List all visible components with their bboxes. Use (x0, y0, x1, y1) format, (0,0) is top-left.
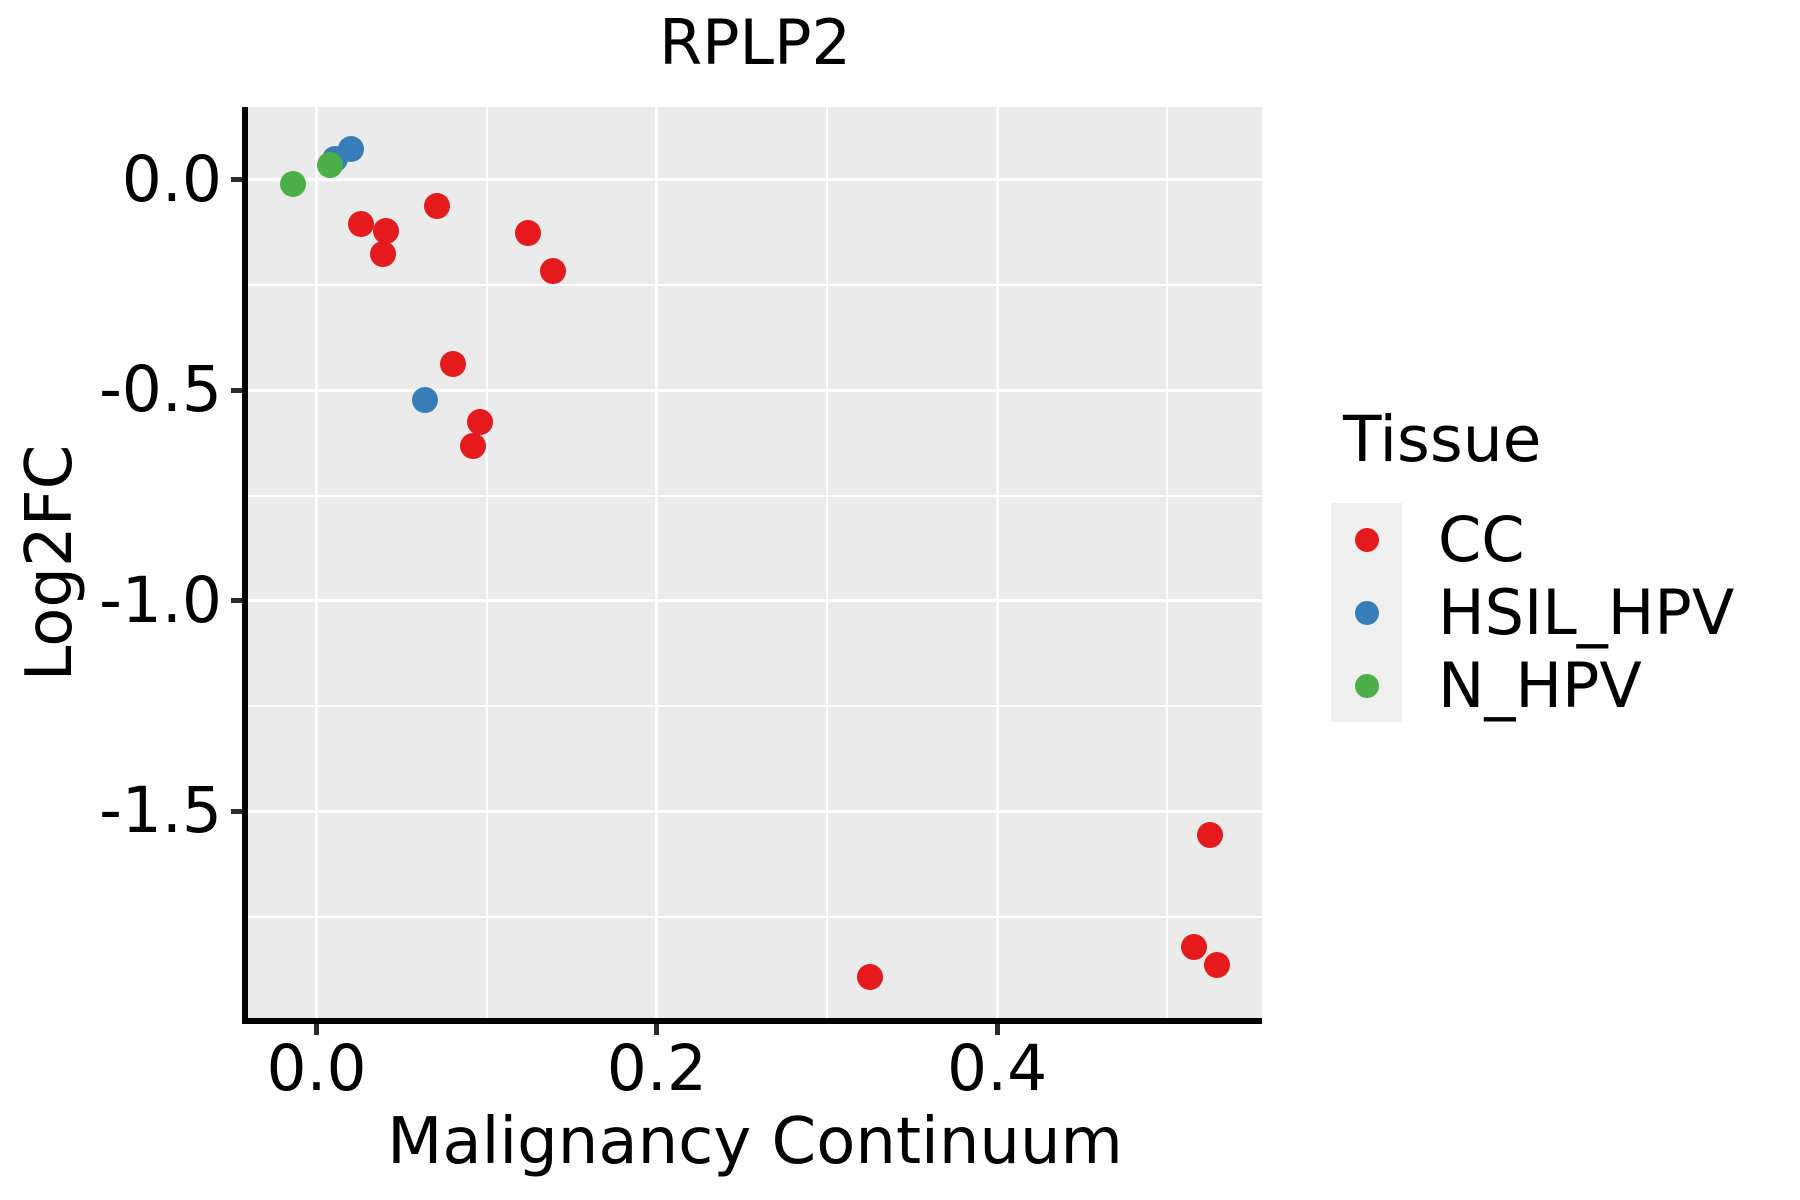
data-point-hsil_hpv (412, 387, 439, 414)
major-gridline-x (315, 107, 319, 1018)
minor-gridline-x (1166, 107, 1169, 1018)
legend-item-label: N_HPV (1438, 648, 1642, 722)
y-axis-line (242, 107, 248, 1024)
plot-panel (248, 107, 1262, 1018)
data-point-cc (856, 964, 883, 991)
data-point-n_hpv (279, 170, 306, 197)
legend-item-cc: CC (1331, 503, 1734, 576)
y-tick-mark (231, 177, 242, 183)
x-tick-label: 0.2 (606, 1032, 707, 1105)
major-gridline-y (248, 599, 1262, 603)
legend-item-hsil_hpv: HSIL_HPV (1331, 576, 1734, 649)
legend-item-n_hpv: N_HPV (1331, 649, 1734, 722)
minor-gridline-x (825, 107, 828, 1018)
minor-gridline-y (248, 494, 1262, 497)
minor-gridline-x (485, 107, 488, 1018)
y-tick-label: -1.0 (99, 563, 222, 637)
legend-key (1331, 649, 1402, 722)
legend-dot-hsil_hpv (1354, 600, 1379, 625)
x-tick-mark (654, 1024, 660, 1035)
y-axis-title-text: Log2FC (13, 444, 87, 682)
legend-item-label: CC (1438, 502, 1525, 576)
y-tick-label: -1.5 (99, 774, 222, 848)
data-point-cc (424, 192, 451, 219)
legend-items: CC HSIL_HPV N_HPV (1331, 503, 1734, 722)
legend-dot-n_hpv (1354, 673, 1379, 698)
y-tick-label: 0.0 (121, 142, 222, 216)
data-point-cc (1181, 934, 1208, 961)
x-tick-mark (994, 1024, 1000, 1035)
data-point-cc (439, 351, 466, 378)
data-point-cc (373, 217, 400, 244)
major-gridline-x (995, 107, 999, 1018)
legend-dot-cc (1354, 527, 1379, 552)
plot-title: RPLP2 (659, 6, 851, 79)
minor-gridline-y (248, 284, 1262, 287)
x-tick-label: 0.4 (946, 1032, 1048, 1105)
data-point-cc (460, 433, 487, 460)
data-point-n_hpv (317, 151, 344, 178)
x-axis-line (242, 1018, 1262, 1024)
legend-title: Tissue (1343, 403, 1542, 476)
data-point-cc (347, 210, 374, 237)
x-tick-mark (314, 1024, 320, 1035)
data-point-cc (369, 240, 396, 267)
data-point-cc (466, 408, 493, 435)
data-point-cc (1203, 952, 1230, 979)
major-gridline-y (248, 388, 1262, 392)
legend-key (1331, 503, 1402, 576)
minor-gridline-y (248, 705, 1262, 708)
data-point-cc (540, 258, 567, 285)
major-gridline-y (248, 178, 1262, 182)
data-point-cc (514, 219, 541, 246)
major-gridline-x (655, 107, 659, 1018)
y-tick-mark (231, 387, 242, 393)
legend-key (1331, 576, 1402, 649)
x-tick-label: 0.0 (266, 1032, 367, 1105)
y-tick-mark (231, 808, 242, 814)
x-axis-title: Malignancy Continuum (387, 1105, 1123, 1179)
minor-gridline-y (248, 915, 1262, 918)
y-tick-mark (231, 598, 242, 604)
data-point-cc (1196, 822, 1223, 849)
data-point-hsil_hpv (337, 136, 364, 163)
major-gridline-y (248, 809, 1262, 813)
legend-item-label: HSIL_HPV (1438, 575, 1735, 649)
y-tick-label: -0.5 (99, 353, 222, 427)
